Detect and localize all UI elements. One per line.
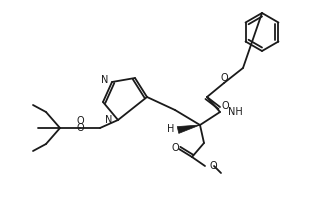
Text: O: O bbox=[171, 143, 179, 153]
Text: O: O bbox=[221, 101, 229, 111]
Text: N: N bbox=[100, 75, 108, 85]
Text: O: O bbox=[210, 161, 218, 171]
Text: H: H bbox=[167, 124, 175, 134]
Polygon shape bbox=[177, 125, 200, 133]
Text: NH: NH bbox=[228, 107, 243, 117]
Text: O: O bbox=[76, 123, 84, 133]
Text: N: N bbox=[105, 115, 112, 125]
Text: O: O bbox=[76, 116, 84, 126]
Text: O: O bbox=[220, 73, 228, 83]
